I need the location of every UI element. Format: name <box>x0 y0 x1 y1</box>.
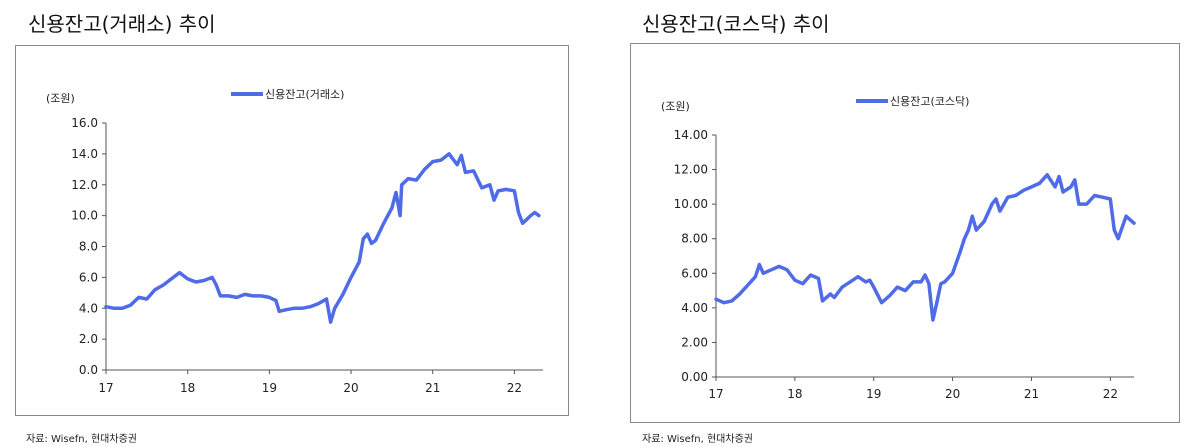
x-tick-label: 19 <box>866 387 881 401</box>
x-tick-label: 17 <box>98 381 113 395</box>
y-tick-label: 6.00 <box>681 266 708 280</box>
y-tick-label: 8.00 <box>681 232 708 246</box>
x-tick-label: 19 <box>262 381 277 395</box>
y-tick-label: 14.0 <box>71 147 98 161</box>
y-tick-label: 6.0 <box>79 270 98 284</box>
y-tick-label: 4.00 <box>681 301 708 315</box>
y-tick-label: 2.0 <box>79 332 98 346</box>
y-tick-label: 8.0 <box>79 240 98 254</box>
source-note-right: 자료: Wisefn, 현대차증권 <box>642 434 753 445</box>
chart-title-left: 신용잔고(거래소) 추이 <box>28 12 216 36</box>
x-tick-label: 18 <box>787 387 802 401</box>
x-tick-label: 20 <box>343 381 358 395</box>
legend-label: 신용잔고(코스닥) <box>890 95 969 108</box>
x-tick-label: 22 <box>1103 387 1118 401</box>
x-tick-label: 21 <box>425 381 440 395</box>
y-tick-label: 10.00 <box>674 197 708 211</box>
y-tick-label: 12.00 <box>674 163 708 177</box>
chart-right: (조원) 신용잔고(코스닥) 0.00 2.00 4.00 6.00 8.00 10.00 12… <box>661 95 1136 401</box>
y-tick-label: 10.0 <box>71 209 98 223</box>
series-line <box>104 152 541 324</box>
chart-frame-right: (조원) 신용잔고(코스닥) 0.00 2.00 4.00 6.00 8.00 10.00 12… <box>630 43 1180 423</box>
source-note-left: 자료: Wisefn, 현대차증권 <box>26 434 137 445</box>
x-tick-label: 18 <box>180 381 195 395</box>
x-tick-label: 22 <box>507 381 522 395</box>
chart-left: (조원) 신용잔고(거래소) 0.0 2.0 4.0 6.0 8.0 10.0 12.0 14.0… <box>46 88 543 395</box>
legend-label: 신용잔고(거래소) <box>265 88 344 101</box>
chart-title-right: 신용잔고(코스닥) 추이 <box>642 12 830 36</box>
y-unit-label: (조원) <box>661 100 690 113</box>
y-tick-label: 0.0 <box>79 363 98 377</box>
x-tick-label: 20 <box>945 387 960 401</box>
y-tick-label: 0.00 <box>681 370 708 384</box>
y-unit-label: (조원) <box>46 92 75 105</box>
series-line <box>714 173 1136 322</box>
y-tick-label: 2.00 <box>681 335 708 349</box>
chart-frame-left: (조원) 신용잔고(거래소) 0.0 2.0 4.0 6.0 8.0 10.0 12.0 14.0… <box>15 45 569 416</box>
y-tick-label: 12.0 <box>71 178 98 192</box>
y-tick-label: 4.0 <box>79 301 98 315</box>
x-tick-label: 17 <box>708 387 723 401</box>
x-tick-label: 21 <box>1024 387 1039 401</box>
y-tick-label: 16.0 <box>71 116 98 130</box>
y-tick-label: 14.00 <box>674 128 708 142</box>
